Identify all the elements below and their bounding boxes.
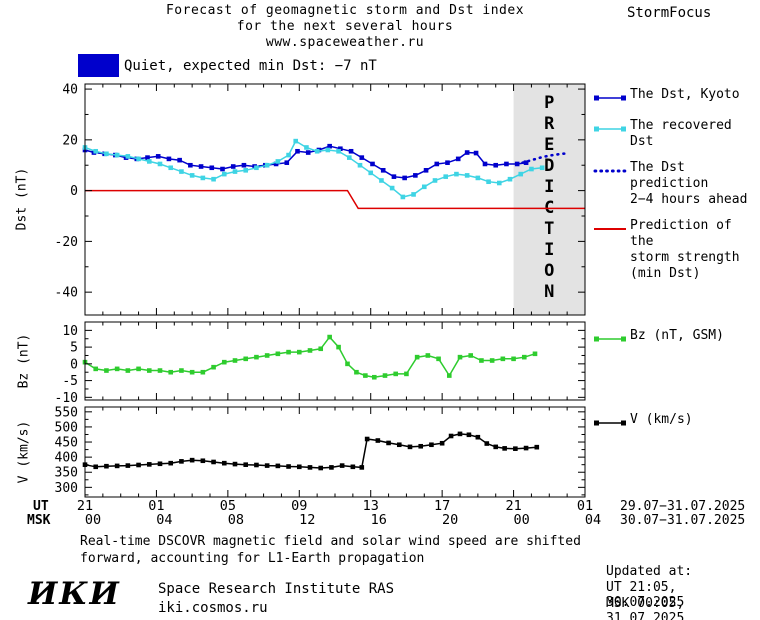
svg-text:500: 500 [55, 420, 78, 435]
svg-text:I: I [544, 240, 554, 260]
svg-text:01: 01 [577, 498, 593, 514]
institute-name: Space Research Institute RAS [158, 581, 395, 597]
legend-item-dst-kyoto: The Dst, Kyoto [593, 87, 760, 108]
updated-ut: UT 21:05, 30.07.2025 [606, 580, 685, 610]
svg-text:O: O [544, 261, 554, 281]
legend-item-v: V (km/s) [593, 412, 760, 433]
dst-prediction-marker-icon [593, 162, 627, 181]
svg-text:E: E [544, 135, 554, 155]
bz-legend: Bz (nT, GSM) [593, 328, 760, 349]
ut-date-range: 29.07−31.07.2025 [620, 499, 746, 514]
svg-text:04: 04 [156, 512, 172, 528]
updated-at-label: Updated at: [606, 564, 693, 579]
svg-text:D: D [544, 156, 554, 176]
svg-text:5: 5 [70, 341, 78, 356]
svg-text:08: 08 [228, 512, 244, 528]
v-legend: V (km/s) [593, 412, 760, 433]
footer-note-line-2: forward, accounting for L1-Earth propaga… [80, 551, 425, 566]
svg-text:00: 00 [513, 512, 529, 528]
svg-text:01: 01 [148, 498, 164, 514]
title-line-3: www.spaceweather.ru [265, 35, 425, 50]
storm-level-swatch [78, 54, 119, 77]
msk-date-range: 30.07−31.07.2025 [620, 513, 746, 528]
svg-text:-40: -40 [55, 286, 78, 301]
updated-msk: MSK 00:05, 31.07.2025 [606, 596, 685, 620]
svg-text:400: 400 [55, 451, 78, 466]
svg-text:-5: -5 [62, 374, 78, 389]
legend-item-recovered-dst: The recovered Dst [593, 118, 760, 150]
title-line-1: Forecast of geomagnetic storm and Dst in… [165, 3, 525, 18]
svg-text:I: I [544, 177, 554, 197]
page-title: Forecast of geomagnetic storm and Dst in… [105, 3, 585, 51]
svg-text:P: P [544, 93, 554, 113]
svg-text:450: 450 [55, 436, 78, 451]
legend-label: V (km/s) [630, 412, 693, 427]
bz-axis-title: Bz (nT) [16, 333, 32, 389]
svg-text:R: R [544, 114, 555, 134]
recovered-dst-marker-icon [593, 120, 627, 139]
institute-website: iki.cosmos.ru [158, 600, 268, 616]
storm-strength-marker-icon [593, 220, 627, 239]
dst-axis-title: Dst (nT) [14, 167, 30, 231]
svg-text:05: 05 [220, 498, 236, 514]
svg-text:21: 21 [505, 498, 521, 514]
svg-text:550: 550 [55, 405, 78, 420]
dst-legend: The Dst, Kyoto The recovered Dst The Dst… [593, 87, 760, 282]
svg-text:09: 09 [291, 498, 307, 514]
svg-text:N: N [544, 282, 554, 302]
svg-text:04: 04 [585, 512, 601, 528]
ut-row-label: UT [33, 499, 49, 514]
svg-text:T: T [544, 219, 554, 239]
svg-text:40: 40 [62, 83, 78, 98]
svg-text:12: 12 [299, 512, 315, 528]
svg-text:20: 20 [442, 512, 458, 528]
legend-label: Bz (nT, GSM) [630, 328, 724, 343]
svg-text:17: 17 [434, 498, 450, 514]
svg-text:-20: -20 [55, 235, 78, 250]
svg-text:-10: -10 [55, 391, 78, 406]
legend-item-dst-prediction: The Dst prediction 2−4 hours ahead [593, 160, 760, 208]
legend-label: Prediction of the storm strength (min Ds… [630, 218, 740, 281]
bz-marker-icon [593, 330, 627, 349]
brand-label: StormFocus [627, 5, 712, 21]
svg-text:300: 300 [55, 481, 78, 496]
msk-row-label: MSK [27, 513, 51, 528]
title-line-2: for the next several hours [236, 19, 454, 34]
legend-label: The Dst prediction 2−4 hours ahead [630, 160, 748, 207]
svg-text:20: 20 [62, 133, 78, 148]
legend-item-storm-strength: Prediction of the storm strength (min Ds… [593, 218, 760, 282]
legend-label: The Dst, Kyoto [630, 87, 740, 102]
dst-kyoto-marker-icon [593, 89, 627, 108]
svg-text:0: 0 [70, 184, 78, 199]
svg-text:13: 13 [363, 498, 379, 514]
svg-text:350: 350 [55, 466, 78, 481]
status-text: Quiet, expected min Dst: −7 nT [124, 58, 377, 74]
v-marker-icon [593, 414, 627, 433]
legend-label: The recovered Dst [630, 118, 732, 149]
footer-note-line-1: Real-time DSCOVR magnetic field and sola… [80, 534, 581, 549]
svg-text:21: 21 [77, 498, 93, 514]
svg-text:16: 16 [371, 512, 387, 528]
legend-item-bz: Bz (nT, GSM) [593, 328, 760, 349]
iki-logo: ИКИ [28, 576, 121, 612]
v-axis-title: V (km/s) [16, 420, 32, 484]
svg-text:0: 0 [70, 357, 78, 372]
svg-text:00: 00 [85, 512, 101, 528]
svg-text:10: 10 [62, 324, 78, 339]
